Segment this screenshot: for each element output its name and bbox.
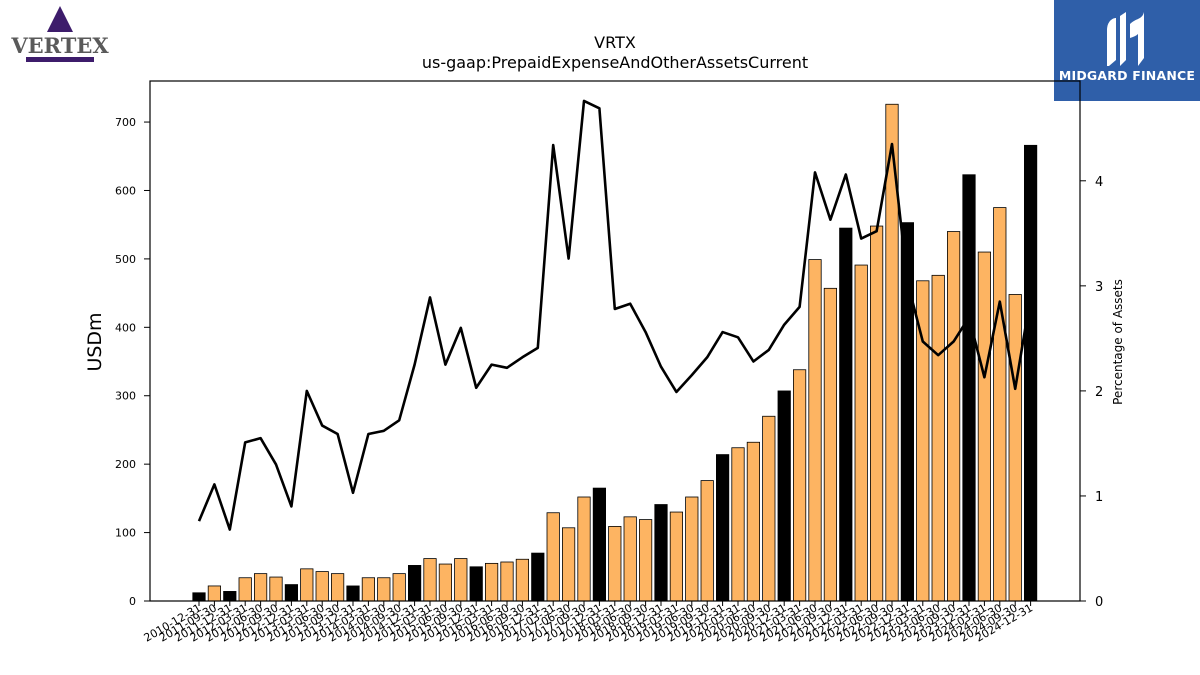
y-tick-label: 0 — [129, 595, 136, 608]
chart-subtitle: us-gaap:PrepaidExpenseAndOtherAssetsCurr… — [422, 53, 808, 72]
bar-2010-12-31 — [192, 592, 206, 602]
percentage-line — [197, 99, 1032, 531]
bar-2016-09-30 — [546, 512, 560, 602]
bar-2024-06-30 — [1024, 144, 1038, 602]
y-tick-label: 500 — [115, 253, 136, 266]
bar-2015-03-31 — [454, 558, 468, 602]
y-tick-label: 600 — [115, 184, 136, 197]
midgard-emblem-icon — [1107, 12, 1144, 66]
y-tick-label: 300 — [115, 390, 136, 403]
bar-2011-06-30 — [223, 591, 237, 602]
bar-2019-03-31 — [700, 480, 714, 602]
bar-2019-12-31 — [746, 441, 761, 602]
bar-2011-12-31 — [253, 573, 268, 602]
bar-2023-03-31 — [947, 231, 961, 602]
bar-2017-06-30 — [592, 487, 607, 602]
y-axis-label: USDm — [84, 312, 106, 371]
bar-2018-06-30 — [654, 504, 668, 602]
bar-2017-03-31 — [577, 496, 591, 602]
midgard-finance-logo: MIDGARD FINANCE — [1054, 0, 1200, 101]
bar-2021-03-31 — [823, 287, 838, 602]
bar-2014-03-31 — [392, 573, 406, 602]
bar-2023-06-30 — [962, 174, 976, 602]
bar-2020-09-30 — [793, 369, 807, 602]
right-axis: 0 1 2 3 4 — [1080, 175, 1103, 610]
bar-2017-09-30 — [608, 526, 622, 602]
bar-2024-03-31 — [1008, 294, 1022, 602]
y-tick-label: 200 — [115, 458, 136, 471]
y-tick-label: 100 — [115, 527, 136, 540]
bar-2017-12-31 — [623, 516, 637, 602]
y2-tick-label: 0 — [1095, 595, 1103, 610]
bar-2013-03-31 — [330, 573, 345, 602]
y-tick-label: 700 — [115, 116, 136, 129]
bar-2014-06-30 — [407, 565, 422, 602]
bar-2016-06-30 — [531, 552, 545, 602]
x-axis: 2010-12-312011-09-302011-12-312012-03-31… — [142, 601, 1035, 645]
y-tick-label: 400 — [115, 321, 136, 334]
bar-2023-12-31 — [993, 207, 1007, 602]
left-axis: 0 100 200 300 400 500 600 700 — [115, 116, 150, 608]
bar-2012-12-31 — [315, 571, 329, 602]
bar-2015-09-30 — [484, 562, 499, 602]
bar-2019-09-30 — [731, 447, 745, 602]
bar-2012-09-30 — [300, 568, 314, 602]
bar-2021-09-30 — [854, 264, 868, 602]
y2-tick-label: 2 — [1095, 385, 1103, 400]
bar-2012-06-30 — [284, 584, 299, 602]
chart-title: VRTX — [594, 33, 636, 52]
y2-axis-label: Percentage of Assets — [1111, 279, 1125, 405]
midgard-logo-text: MIDGARD FINANCE — [1058, 68, 1196, 83]
line-layer — [197, 99, 1032, 531]
y2-tick-label: 3 — [1095, 280, 1103, 295]
bar-2022-12-31 — [931, 274, 945, 602]
bar-2014-09-30 — [423, 558, 437, 602]
bar-2018-03-31 — [639, 519, 653, 602]
bar-2013-12-31 — [377, 577, 391, 602]
bar-2020-06-30 — [777, 390, 791, 602]
bar-2021-12-31 — [870, 225, 884, 602]
bar-2021-06-30 — [839, 227, 853, 602]
bar-2014-12-31 — [438, 563, 453, 602]
y2-tick-label: 1 — [1095, 490, 1103, 505]
bar-2020-12-31 — [808, 259, 822, 602]
bar-2019-06-30 — [716, 454, 730, 602]
bar-2018-09-30 — [669, 511, 684, 602]
bar-2013-06-30 — [346, 585, 360, 602]
vertex-logo-bar — [26, 57, 94, 62]
vertex-logo-triangle — [47, 6, 73, 32]
bar-2011-09-30 — [238, 577, 252, 602]
bar-2016-12-31 — [562, 527, 576, 602]
bar-2012-03-31 — [269, 576, 283, 602]
bars-layer — [192, 103, 1038, 602]
bar-2013-09-30 — [361, 577, 376, 602]
bar-2018-12-31 — [685, 496, 699, 602]
bar-2011-03-31 — [207, 585, 221, 602]
bar-2020-03-31 — [762, 415, 776, 602]
y2-tick-label: 4 — [1095, 175, 1103, 190]
vertex-logo: VERTEX — [4, 4, 116, 66]
bar-2023-09-30 — [977, 251, 992, 602]
bar-2016-03-31 — [515, 558, 530, 602]
bar-2015-06-30 — [469, 566, 483, 602]
vertex-logo-text: VERTEX — [10, 33, 109, 58]
bar-2015-12-31 — [500, 561, 514, 602]
